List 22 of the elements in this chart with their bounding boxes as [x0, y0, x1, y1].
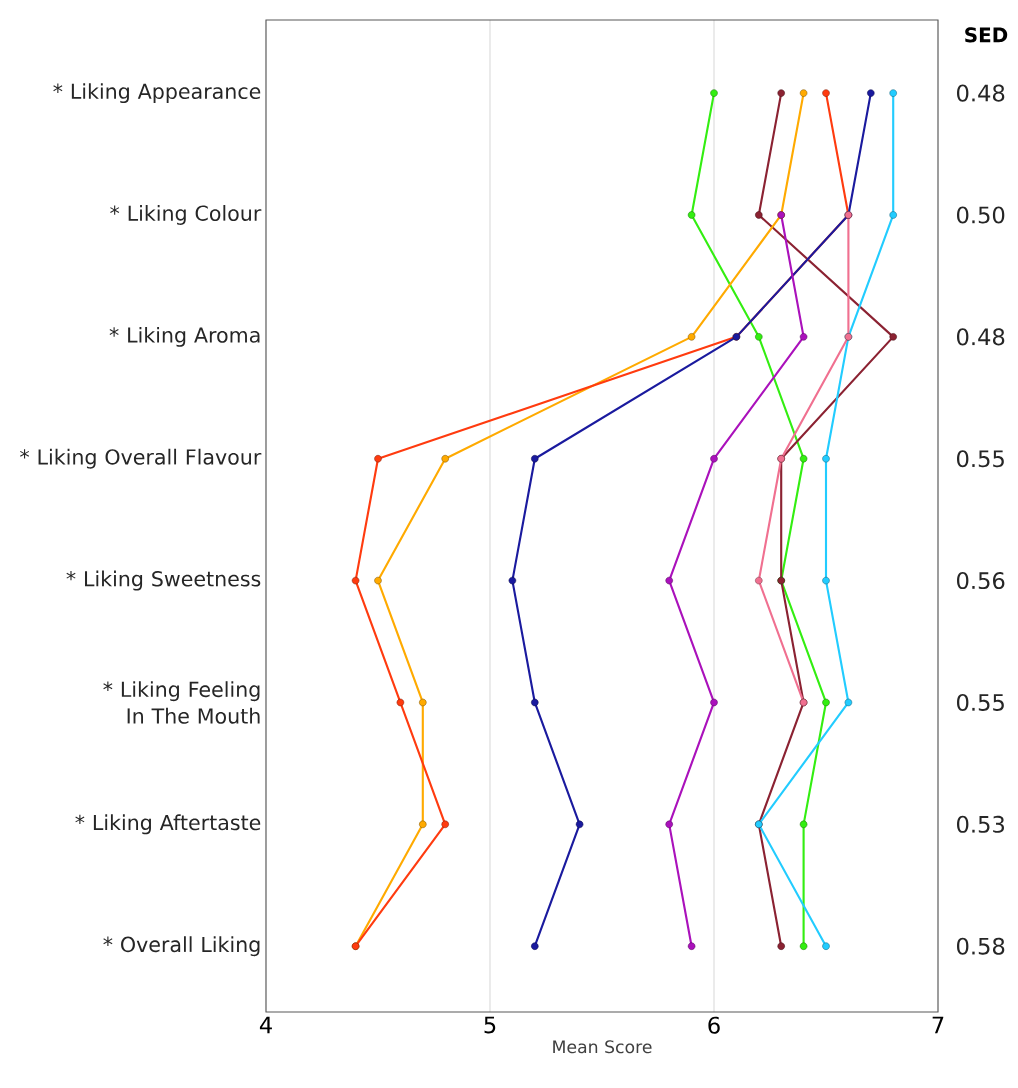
- text: 0.58: [957, 937, 1005, 955]
- x-axis-title: Mean Score: [553, 1040, 652, 1054]
- y-tick-label: * Liking Sweetness: [66, 570, 261, 591]
- x-tick-label: 5: [484, 1016, 496, 1034]
- text: SED: [965, 27, 1008, 43]
- y-tick-label: * Liking Colour: [110, 205, 262, 225]
- text: 0.48: [957, 328, 1005, 346]
- x-tick-label: 6: [708, 1016, 720, 1034]
- text: 0.50: [957, 206, 1005, 224]
- text: 0.55: [957, 693, 1004, 711]
- x-tick-label: 4: [259, 1016, 272, 1034]
- y-tick-label: * Liking Feeling In The Mouth: [103, 681, 260, 724]
- y-tick-label: * Overall Liking: [103, 936, 260, 957]
- text: 0.48: [957, 84, 1005, 102]
- y-tick-label: * Liking Aftertaste: [75, 814, 261, 835]
- y-tick-label: * Liking Aroma: [109, 326, 260, 347]
- y-tick-label: * Liking Appearance: [53, 83, 261, 104]
- y-tick-label: * Liking Overall Flavour: [20, 448, 262, 469]
- text: 0.55: [957, 450, 1004, 468]
- x-tick-label: 7: [932, 1016, 944, 1034]
- text: 0.56: [957, 572, 1005, 590]
- text: 0.53: [957, 815, 1004, 833]
